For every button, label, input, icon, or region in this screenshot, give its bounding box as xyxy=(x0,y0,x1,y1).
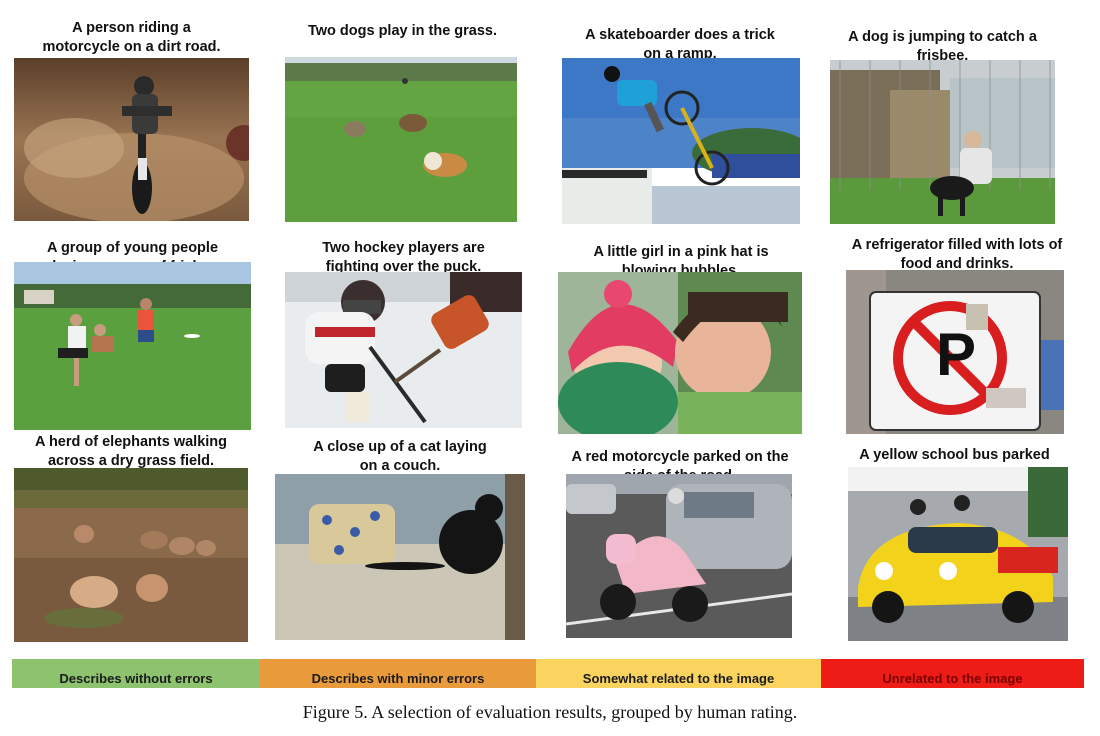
caption-line: A dog is jumping to catch a xyxy=(848,29,1037,45)
photo-yellow-car xyxy=(848,467,1068,641)
caption-line: A group of young people xyxy=(46,240,219,256)
photo-cat-couch xyxy=(275,474,525,640)
legend-label: Unrelated to the image xyxy=(882,671,1023,686)
caption-cell-6: Two hockey players are fighting over the… xyxy=(285,239,522,277)
legend-unrelated: Unrelated to the image xyxy=(821,659,1084,688)
photo-no-parking-sign: P xyxy=(846,270,1064,434)
photo-dog-fence xyxy=(830,60,1055,224)
caption-line: motorcycle on a dirt road. xyxy=(42,39,221,55)
photo-motocross xyxy=(14,58,249,221)
caption-cell-2: Two dogs play in the grass. xyxy=(285,22,520,41)
caption-line: A skateboarder does a trick xyxy=(585,27,775,43)
photo-hockey-kids xyxy=(285,272,522,428)
caption-line: Two dogs play in the grass. xyxy=(307,23,498,39)
caption-line: food and drinks. xyxy=(900,256,1014,272)
caption-cell-9: A herd of elephants walking across a dry… xyxy=(14,433,248,471)
legend-minor-errors: Describes with minor errors xyxy=(260,659,536,688)
legend-somewhat-related: Somewhat related to the image xyxy=(536,659,821,688)
caption-line: A person riding a xyxy=(72,20,191,36)
legend-label: Describes without errors xyxy=(59,671,213,686)
caption-line: A little girl in a pink hat is xyxy=(593,244,769,260)
caption-cell-8: A refrigerator filled with lots of food … xyxy=(832,236,1082,274)
legend-label: Describes with minor errors xyxy=(311,671,485,686)
caption-cell-10: A close up of a cat laying on a couch. xyxy=(275,438,525,476)
caption-line: Two hockey players are xyxy=(322,240,485,256)
caption-cell-1: A person riding a motorcycle on a dirt r… xyxy=(14,19,249,57)
photo-children-hat xyxy=(558,272,802,434)
caption-line: A red motorcycle parked on the xyxy=(571,449,789,465)
photo-frisbee-field xyxy=(14,262,251,430)
photo-elephants xyxy=(14,468,248,642)
caption-line: A close up of a cat laying xyxy=(313,439,487,455)
legend-no-errors: Describes without errors xyxy=(12,659,260,688)
caption-line: fighting over the puck. xyxy=(325,259,482,275)
caption-line: A yellow school bus parked xyxy=(859,447,1050,463)
caption-line: on a couch. xyxy=(359,458,441,474)
caption-line: A refrigerator filled with lots of xyxy=(851,237,1063,253)
figure-caption: Figure 5. A selection of evaluation resu… xyxy=(302,702,798,722)
caption-line: A herd of elephants walking xyxy=(34,434,228,450)
caption-line: across a dry grass field. xyxy=(47,453,215,469)
photo-bmx-ramp xyxy=(562,58,800,224)
photo-pink-scooter xyxy=(566,474,792,638)
photo-dogs-grass xyxy=(285,57,517,222)
svg-text:P: P xyxy=(936,321,976,388)
legend-label: Somewhat related to the image xyxy=(582,671,775,686)
rating-legend: Describes without errors Describes with … xyxy=(12,659,1084,688)
